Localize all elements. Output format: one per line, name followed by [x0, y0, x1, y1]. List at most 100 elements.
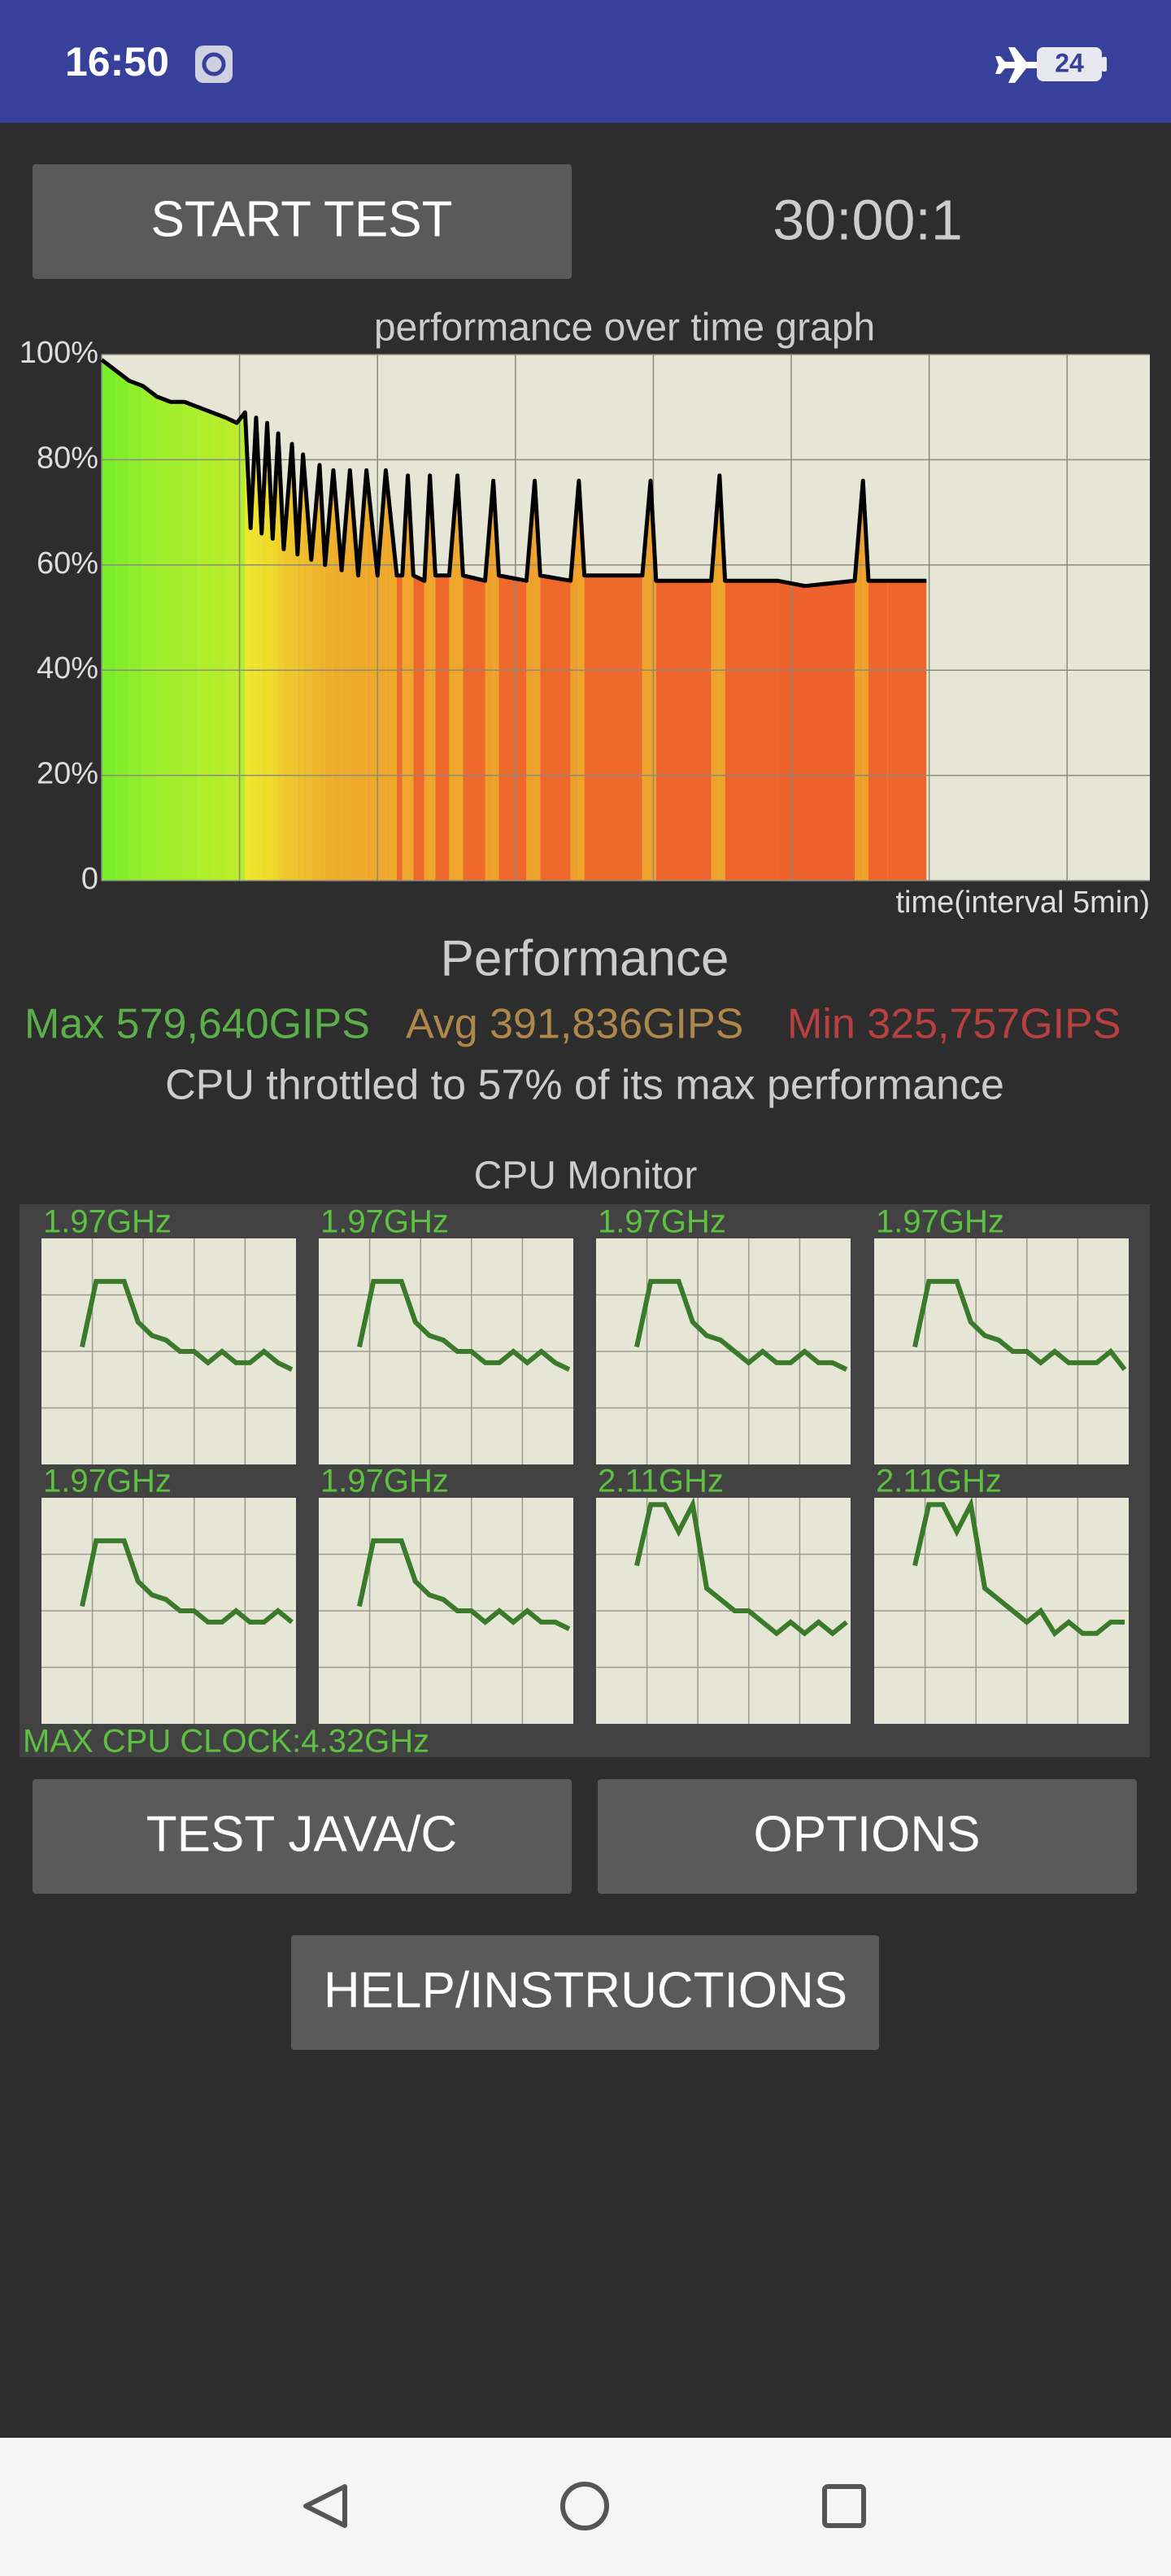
area-segment [385, 470, 397, 881]
help-button[interactable]: HELP/INSTRUCTIONS [291, 1935, 879, 2050]
area-segment [868, 581, 888, 881]
core-trace [634, 1278, 848, 1372]
area-segment [156, 396, 171, 881]
core-trace [80, 1538, 294, 1625]
area-segment [128, 381, 143, 881]
max-cpu-clock: MAX CPU CLOCK:4.32GHz [23, 1724, 429, 1760]
area-segment [297, 454, 303, 881]
nav-home[interactable] [560, 2482, 609, 2530]
performance-title: Performance [441, 930, 729, 986]
area-segment [887, 581, 927, 881]
options-button[interactable]: OPTIONS [598, 1779, 1137, 1894]
area-segment [540, 575, 571, 881]
button-label[interactable]: TEST JAVA/C [146, 1806, 457, 1862]
area-segment [396, 575, 403, 881]
area-segment [261, 423, 268, 881]
area-segment [333, 470, 342, 881]
area-segment [342, 470, 350, 881]
button-label[interactable]: HELP/INSTRUCTIONS [324, 1962, 847, 2018]
area-segment [725, 581, 778, 881]
x-axis-label: time(interval 5min) [895, 886, 1150, 920]
area-segment [225, 417, 237, 881]
area-segment [211, 412, 226, 881]
core-frequency: 2.11GHz [876, 1464, 1002, 1499]
area-segment [449, 475, 458, 881]
battery-tip [1102, 57, 1107, 72]
core-frequency: 1.97GHz [320, 1204, 449, 1240]
core-frequency: 1.97GHz [598, 1204, 726, 1240]
area-segment [493, 481, 499, 881]
area-segment [142, 385, 157, 881]
status-bar [0, 0, 1171, 123]
button-bg[interactable] [33, 1779, 572, 1894]
y-tick-label: 60% [37, 546, 98, 581]
area-segment [237, 412, 246, 881]
area-segment [463, 575, 485, 881]
core-frequency: 1.97GHz [876, 1204, 1004, 1240]
button-bg[interactable] [598, 1779, 1137, 1894]
area-segment [366, 470, 378, 881]
y-tick-label: 20% [37, 757, 98, 791]
core-trace [634, 1496, 848, 1637]
area-segment [584, 575, 642, 881]
area-segment [283, 443, 293, 881]
core-trace [357, 1538, 571, 1631]
button-label[interactable]: START TEST [151, 191, 453, 247]
plot-grid [101, 354, 1150, 881]
y-tick-label: 0 [81, 862, 98, 896]
area-segment [642, 481, 651, 881]
area-segment [570, 481, 579, 881]
core-frequency: 2.11GHz [598, 1464, 724, 1499]
battery-icon [1037, 47, 1102, 81]
chart-title: performance over time graph [374, 307, 875, 350]
button-label[interactable]: OPTIONS [753, 1806, 980, 1862]
area-segment [804, 581, 855, 881]
core-frequency: 1.97GHz [43, 1204, 172, 1240]
nav-back[interactable] [303, 2484, 347, 2528]
area-segment [534, 481, 541, 881]
area-segment [170, 402, 185, 881]
nav-recents[interactable] [822, 2484, 866, 2528]
core-trace [912, 1278, 1127, 1372]
area-segment [855, 481, 864, 881]
area-segment [311, 464, 320, 881]
area-segment [578, 481, 585, 881]
cores: 1.97GHz 1.97GHz 1.97GHz 1.97GHz 1.97GHz 1.97G… [41, 1204, 1129, 1724]
y-tick-label: 40% [37, 651, 98, 685]
area-segment [324, 470, 333, 881]
core-frequency: 1.97GHz [320, 1464, 449, 1499]
start-test-button[interactable]: START TEST [33, 164, 572, 279]
area-segment [526, 481, 535, 881]
perf-min: Min 325,757GIPS [787, 1001, 1121, 1048]
area-segment [413, 575, 424, 881]
y-tick-label: 80% [37, 441, 98, 475]
area-segment [198, 407, 212, 881]
button-bg[interactable] [291, 1935, 879, 2050]
area-segment [498, 575, 527, 881]
cpu-monitor-title: CPU Monitor [474, 1155, 698, 1198]
area-segment [184, 402, 198, 881]
area-segment [250, 417, 256, 881]
battery-level: 24 [1055, 48, 1084, 77]
core-trace [912, 1496, 1125, 1638]
core-trace [357, 1278, 571, 1372]
area-segment [272, 433, 279, 881]
area-segment [435, 575, 450, 881]
plot-fill [102, 359, 927, 881]
perf-max: Max 579,640GIPS [24, 1001, 370, 1048]
core-trace [80, 1278, 294, 1372]
perf-avg: Avg 391,836GIPS [406, 1001, 743, 1048]
core-frequency: 1.97GHz [43, 1464, 172, 1499]
area-segment [655, 581, 712, 881]
area-segment [319, 464, 325, 881]
nav-bar [0, 2438, 1171, 2576]
performance-line [100, 358, 927, 589]
settings-icon [195, 46, 233, 83]
test-java-button[interactable]: TEST JAVA/C [33, 1779, 572, 1894]
throttle-summary: CPU throttled to 57% of its max performa… [165, 1062, 1004, 1109]
area-segment [303, 454, 311, 881]
timer: 30:00:1 [773, 188, 963, 251]
button-bg[interactable] [33, 164, 572, 279]
area-segment [102, 359, 115, 881]
